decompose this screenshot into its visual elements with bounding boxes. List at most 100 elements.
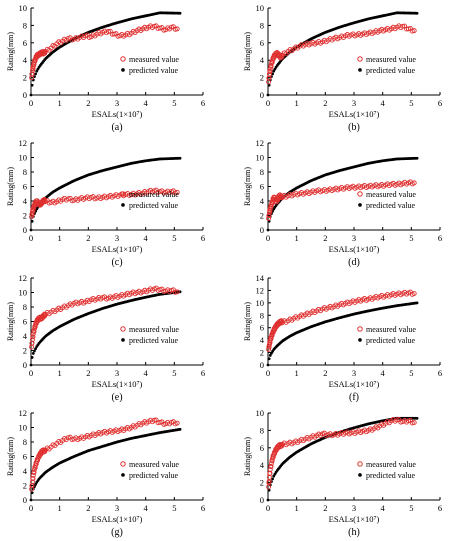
legend-label-measured: measured value bbox=[129, 190, 179, 199]
y-tick-label: 12 bbox=[256, 138, 265, 148]
measured-point bbox=[151, 417, 157, 423]
predicted-point bbox=[267, 83, 271, 87]
legend-label-predicted: predicted value bbox=[366, 66, 416, 75]
x-tick-label: 4 bbox=[381, 98, 386, 108]
y-tick-label: 6 bbox=[260, 443, 264, 453]
x-tick-label: 0 bbox=[29, 503, 33, 513]
y-tick-label: 2 bbox=[260, 478, 264, 488]
y-tick-label: 6 bbox=[260, 182, 264, 192]
y-tick-label: 8 bbox=[23, 437, 27, 447]
measured-point bbox=[266, 71, 272, 77]
panel-label: (h) bbox=[348, 527, 360, 538]
measured-point bbox=[406, 26, 411, 32]
legend-marker-measured bbox=[357, 56, 363, 62]
y-tick-label: 10 bbox=[256, 153, 265, 163]
x-tick-label: 6 bbox=[438, 503, 442, 513]
measured-point bbox=[268, 333, 274, 339]
predicted-point bbox=[34, 483, 37, 486]
y-tick-label: 2 bbox=[23, 481, 27, 491]
y-tick-label: 8 bbox=[260, 20, 264, 30]
measured-point bbox=[151, 23, 157, 29]
measured-point bbox=[266, 344, 272, 350]
legend-label-measured: measured value bbox=[129, 325, 179, 334]
legend-label-predicted: predicted value bbox=[366, 201, 416, 210]
y-tick-label: 8 bbox=[260, 425, 264, 435]
y-tick-label: 12 bbox=[256, 285, 265, 295]
x-tick-label: 1 bbox=[295, 98, 299, 108]
measured-point bbox=[169, 24, 174, 30]
x-tick-label: 5 bbox=[409, 503, 413, 513]
measured-point bbox=[33, 321, 39, 327]
y-tick-label: 4 bbox=[260, 196, 265, 206]
predicted-point bbox=[267, 357, 271, 361]
predicted-point bbox=[30, 356, 34, 359]
measured-point bbox=[30, 334, 36, 340]
x-tick-label: 0 bbox=[29, 98, 33, 108]
legend-marker-predicted bbox=[358, 203, 362, 207]
legend-label-predicted: predicted value bbox=[129, 471, 179, 480]
x-tick-label: 6 bbox=[438, 233, 442, 243]
x-tick-label: 4 bbox=[144, 233, 149, 243]
x-axis-label: ESALs(1×10⁷) bbox=[92, 514, 143, 524]
y-axis-label: Rating(mm) bbox=[6, 437, 15, 476]
measured-point bbox=[394, 417, 400, 423]
predicted-point bbox=[178, 156, 182, 160]
predicted-point bbox=[29, 93, 33, 97]
x-tick-label: 0 bbox=[266, 368, 270, 378]
panel-label: (d) bbox=[348, 257, 360, 268]
measured-point bbox=[411, 180, 417, 186]
predicted-point bbox=[415, 416, 419, 420]
y-tick-label: 2 bbox=[260, 348, 264, 358]
measured-point bbox=[157, 25, 163, 31]
y-tick-label: 2 bbox=[23, 211, 27, 221]
x-axis-label: ESALs(1×10⁷) bbox=[329, 244, 380, 254]
y-tick-label: 0 bbox=[23, 495, 27, 505]
legend-marker-predicted bbox=[358, 68, 362, 72]
chart-panel-a: 0 2 4 6 8 10 0 1 2 3 4 5 6 ESALs(1×10⁷) Rating(mm) (a) m… bbox=[6, 3, 205, 133]
predicted-point bbox=[415, 301, 419, 305]
x-tick-label: 3 bbox=[115, 233, 119, 243]
measured-point bbox=[406, 418, 411, 424]
measured-point bbox=[266, 484, 272, 490]
legend-label-predicted: predicted value bbox=[129, 66, 179, 75]
x-tick-label: 2 bbox=[86, 503, 90, 513]
x-tick-label: 5 bbox=[409, 368, 413, 378]
y-tick-label: 12 bbox=[19, 273, 28, 283]
legend-label-measured: measured value bbox=[366, 325, 416, 334]
y-tick-label: 6 bbox=[23, 452, 27, 462]
panel-label: (e) bbox=[111, 392, 122, 403]
x-tick-label: 0 bbox=[266, 233, 270, 243]
y-tick-label: 6 bbox=[260, 323, 264, 333]
y-axis-label: Rating(mm) bbox=[243, 32, 252, 71]
x-tick-label: 1 bbox=[295, 503, 299, 513]
x-tick-label: 0 bbox=[29, 233, 33, 243]
legend-label-measured: measured value bbox=[129, 55, 179, 64]
x-tick-label: 2 bbox=[323, 503, 327, 513]
y-axis-label: Rating(mm) bbox=[6, 302, 15, 341]
predicted-point bbox=[30, 491, 34, 495]
predicted-point bbox=[33, 349, 36, 353]
predicted-point bbox=[267, 488, 271, 492]
x-tick-label: 6 bbox=[438, 98, 442, 108]
x-tick-label: 6 bbox=[438, 368, 442, 378]
y-tick-label: 4 bbox=[23, 55, 28, 65]
y-tick-label: 0 bbox=[23, 225, 27, 235]
measured-point bbox=[266, 215, 272, 221]
x-tick-label: 3 bbox=[352, 368, 356, 378]
predicted-point bbox=[178, 11, 182, 15]
y-tick-label: 0 bbox=[23, 90, 27, 100]
x-tick-label: 2 bbox=[323, 368, 327, 378]
legend-marker-predicted bbox=[121, 338, 125, 342]
measured-point bbox=[29, 479, 35, 485]
x-tick-label: 2 bbox=[323, 233, 327, 243]
panel-label: (g) bbox=[111, 527, 123, 538]
legend-marker-measured bbox=[357, 191, 363, 197]
axes-frame bbox=[30, 8, 203, 96]
legend-label-measured: measured value bbox=[129, 460, 179, 469]
x-tick-label: 6 bbox=[201, 503, 205, 513]
x-tick-label: 1 bbox=[58, 368, 62, 378]
chart-panel-h: 0 2 4 6 8 10 0 1 2 3 4 5 6 ESALs(1×10⁷) Rating(mm) (h) m… bbox=[243, 408, 442, 538]
